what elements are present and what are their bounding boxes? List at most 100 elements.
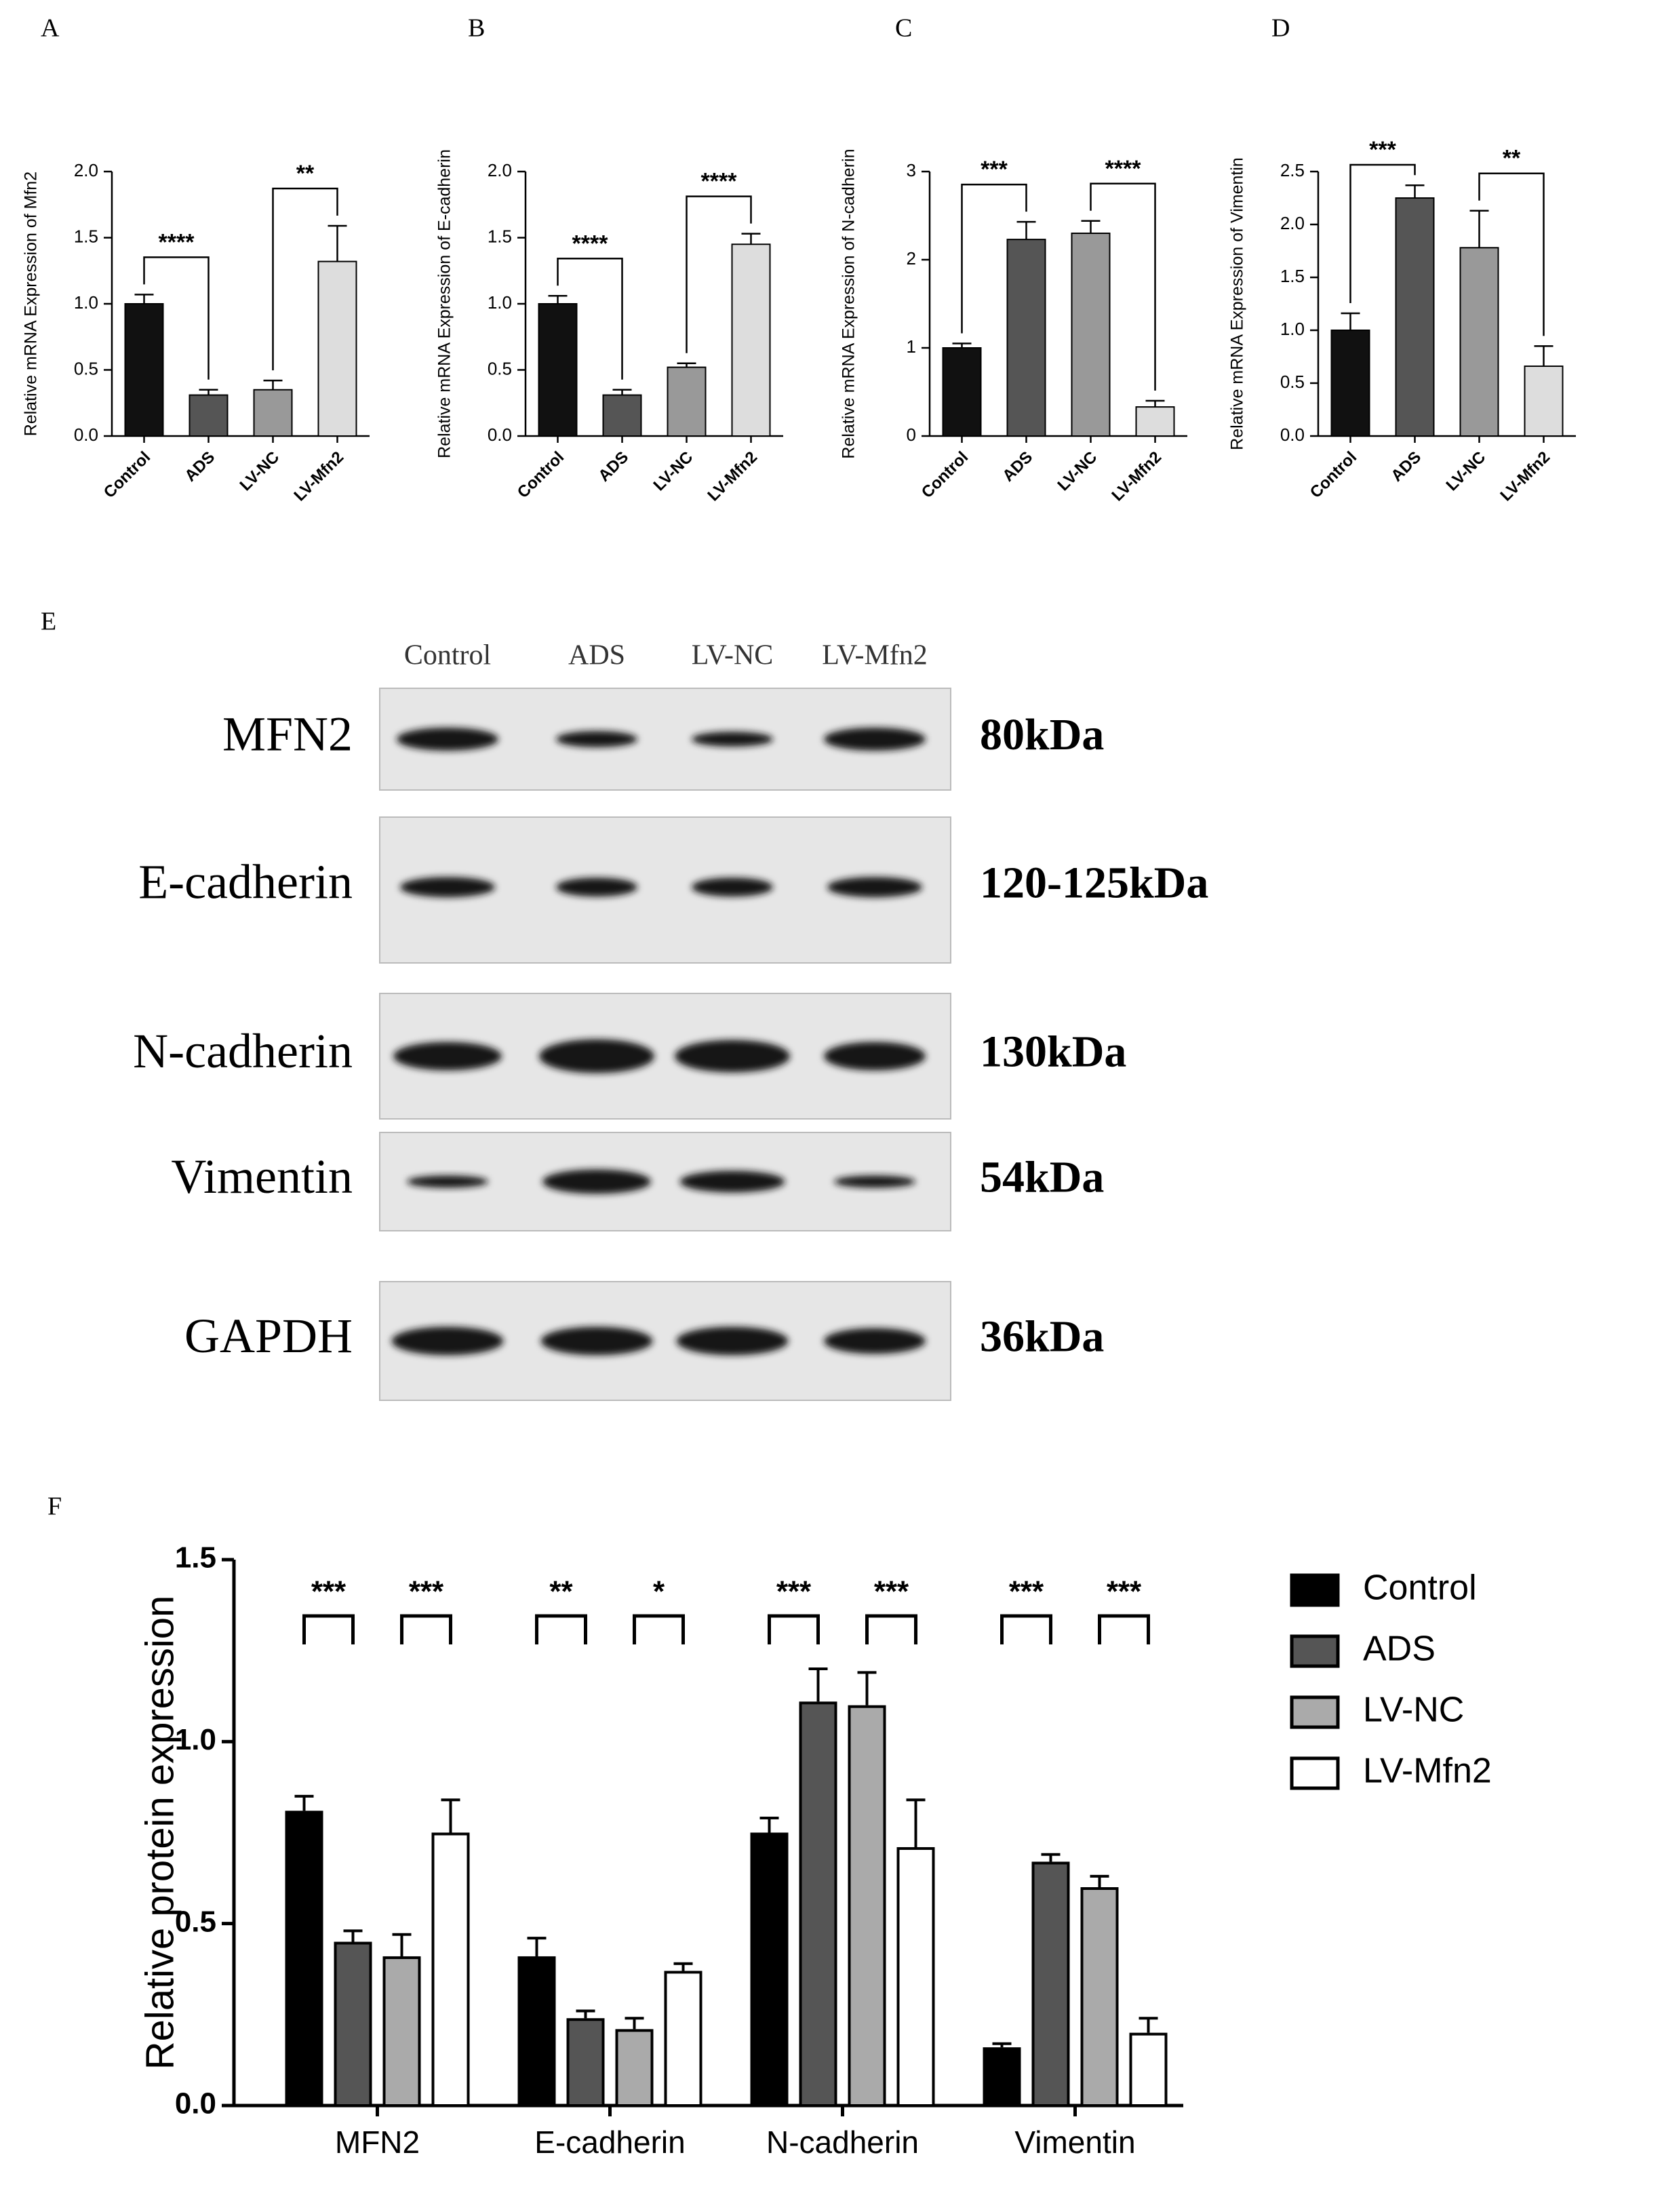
y-axis-label: Relative mRNA Expression of N-cadherin xyxy=(839,149,858,458)
y-tick-label: 0.0 xyxy=(1280,424,1305,445)
blot-band xyxy=(824,728,926,751)
size-label: 36kDa xyxy=(980,1312,1104,1362)
significance-label: *** xyxy=(1107,1575,1142,1608)
y-tick-label: 0 xyxy=(907,424,916,445)
significance-label: ** xyxy=(1503,146,1521,172)
bar xyxy=(1395,197,1435,437)
significance-label: ** xyxy=(549,1575,573,1608)
panel-label: D xyxy=(1271,14,1290,43)
x-tick-label: ADS xyxy=(999,448,1036,486)
x-tick-label: ADS xyxy=(1387,448,1425,486)
bar xyxy=(731,243,771,437)
significance-label: **** xyxy=(1105,156,1142,182)
x-tick-label: ADS xyxy=(595,448,632,486)
blot-band xyxy=(393,1042,502,1071)
legend-swatch xyxy=(1290,1573,1340,1607)
y-tick-label: 0.5 xyxy=(74,358,98,378)
x-tick-label: LV-Mfn2 xyxy=(1497,448,1554,505)
x-tick-label: Vimentin xyxy=(1014,2125,1135,2160)
significance-bracket xyxy=(1349,163,1416,304)
significance-label: ** xyxy=(296,161,315,186)
x-tick-label: N-cadherin xyxy=(766,2125,919,2160)
significance-label: *** xyxy=(874,1575,909,1608)
panel-label: B xyxy=(468,14,485,43)
legend-swatch xyxy=(1290,1756,1340,1790)
y-tick-label: 2 xyxy=(907,248,916,269)
blot-band xyxy=(391,1326,504,1356)
y-tick-label: 0.0 xyxy=(175,2087,216,2120)
y-tick-label: 1 xyxy=(907,336,916,357)
legend-label: ADS xyxy=(1363,1630,1436,1669)
blot-band xyxy=(692,732,773,747)
legend-label: LV-NC xyxy=(1363,1691,1464,1730)
lane-label: Control xyxy=(404,640,491,671)
significance-bracket xyxy=(302,1614,355,1644)
blot-band xyxy=(827,877,922,898)
blot-band xyxy=(540,1326,653,1356)
bar xyxy=(1129,2032,1168,2108)
y-tick-label: 1.0 xyxy=(74,292,98,313)
x-tick-label: ADS xyxy=(181,448,218,486)
x-tick-label: Control xyxy=(514,448,568,502)
y-tick-label: 0.5 xyxy=(488,358,512,378)
y-axis-label: Relative protein expression xyxy=(138,1596,182,2070)
significance-bracket xyxy=(1000,1614,1052,1644)
significance-bracket xyxy=(557,258,623,380)
bar xyxy=(750,1832,789,2107)
bar xyxy=(1080,1887,1119,2107)
bar xyxy=(1330,330,1370,437)
significance-label: **** xyxy=(701,169,738,195)
significance-bracket xyxy=(272,187,338,371)
bar xyxy=(667,366,707,437)
bar xyxy=(538,303,578,437)
bar xyxy=(615,2029,654,2108)
x-tick-label: LV-NC xyxy=(236,448,283,495)
blot-band xyxy=(834,1175,915,1188)
bar xyxy=(983,2047,1021,2107)
x-tick-label: LV-Mfn2 xyxy=(1108,448,1165,505)
significance-bracket xyxy=(143,256,210,380)
significance-bracket xyxy=(865,1614,917,1644)
protein-label: MFN2 xyxy=(222,707,353,762)
x-tick-label: LV-NC xyxy=(650,448,696,495)
significance-bracket xyxy=(633,1614,685,1644)
bar xyxy=(382,1956,421,2107)
protein-label: E-cadherin xyxy=(138,855,353,909)
significance-bracket xyxy=(768,1614,820,1644)
bar xyxy=(431,1832,470,2107)
y-tick-label: 1.0 xyxy=(488,292,512,313)
significance-bracket xyxy=(1090,182,1156,391)
significance-bracket xyxy=(961,183,1027,334)
x-tick-label: LV-Mfn2 xyxy=(290,448,347,505)
blot-band xyxy=(692,877,773,897)
y-tick-label: 3 xyxy=(907,160,916,180)
bar xyxy=(1071,233,1111,437)
significance-label: *** xyxy=(776,1575,812,1608)
significance-bracket xyxy=(535,1614,587,1644)
significance-label: * xyxy=(653,1575,665,1608)
y-tick-label: 2.5 xyxy=(1280,160,1305,180)
significance-label: **** xyxy=(572,231,609,256)
significance-bracket xyxy=(400,1614,452,1644)
y-tick-label: 2.0 xyxy=(488,160,512,180)
bar xyxy=(124,303,164,437)
bar xyxy=(1031,1861,1070,2108)
blot-band xyxy=(407,1175,488,1188)
y-tick-label: 2.0 xyxy=(74,160,98,180)
x-tick-label: Control xyxy=(1307,448,1360,502)
significance-bracket xyxy=(1098,1614,1150,1644)
legend-label: LV-Mfn2 xyxy=(1363,1752,1492,1791)
blot-band xyxy=(824,1042,926,1071)
significance-label: *** xyxy=(311,1575,347,1608)
significance-label: *** xyxy=(1369,137,1396,163)
y-tick-label: 1.5 xyxy=(1280,266,1305,286)
y-tick-label: 2.0 xyxy=(1280,213,1305,233)
blot-band xyxy=(542,1169,651,1194)
size-label: 80kDa xyxy=(980,710,1104,759)
significance-label: *** xyxy=(409,1575,444,1608)
y-axis-label: Relative mRNA Expression of Vimentin xyxy=(1228,157,1247,450)
size-label: 130kDa xyxy=(980,1027,1126,1077)
bar xyxy=(1524,366,1564,437)
